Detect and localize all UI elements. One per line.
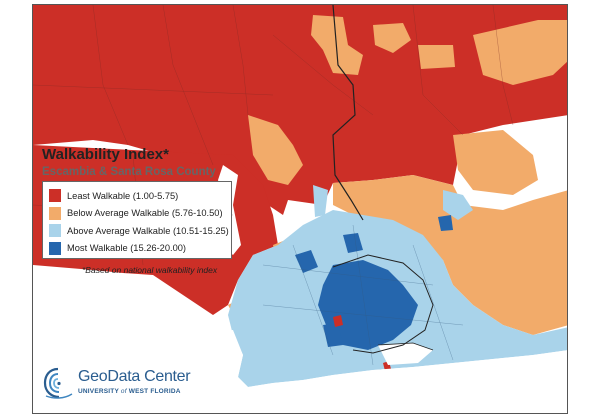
legend-swatch-below (49, 206, 61, 220)
region-above-avg-strip (313, 185, 328, 217)
legend-item-least: Least Walkable (1.00-5.75) (49, 187, 225, 205)
logo-sub-westflorida: WEST FLORIDA (128, 388, 181, 395)
logo-sub-of: of (120, 388, 127, 395)
walkability-map (33, 5, 567, 413)
city-boundary (332, 254, 434, 354)
region-below-avg-south (333, 175, 567, 335)
legend-swatch-most (49, 241, 61, 255)
urban-boundaries (262, 224, 464, 366)
region-below-avg-3 (418, 45, 455, 69)
legend-label-most: Most Walkable (15.26-20.00) (67, 243, 187, 254)
water-gulf (33, 330, 567, 413)
logo-name: GeoData Center (78, 368, 191, 385)
map-title: Walkability Index* (42, 146, 169, 163)
county-boundary (332, 5, 364, 221)
region-above-avg-north (443, 190, 473, 220)
geodata-logo: GeoData Center UNIVERSITY of WEST FLORID… (42, 366, 192, 402)
region-most-walkable-2 (295, 250, 318, 273)
legend-swatch-least (49, 189, 61, 203)
map-subtitle: Escambia & Santa Rosa County (42, 166, 216, 178)
coast-boundary (377, 342, 434, 351)
region-below-avg-4 (248, 115, 303, 185)
legend-label-above: Above Average Walkable (10.51-15.25) (67, 225, 229, 236)
logo-sub-university: UNIVERSITY (78, 388, 119, 395)
shell-spiral-icon (43, 367, 73, 399)
logo-subtitle: UNIVERSITY of WEST FLORIDA (78, 388, 181, 395)
region-below-avg-6 (453, 130, 538, 195)
legend-swatch-above (49, 224, 61, 238)
legend-label-below: Below Average Walkable (5.76-10.50) (67, 208, 223, 219)
region-below-avg-1 (311, 15, 363, 75)
legend-label-least: Least Walkable (1.00-5.75) (67, 190, 179, 201)
map-frame (32, 4, 568, 414)
region-most-walkable-3 (343, 233, 363, 253)
footnote: *Based on national walkability index (82, 265, 218, 275)
region-most-walkable-4 (438, 215, 453, 231)
legend-item-above: Above Average Walkable (10.51-15.25) (49, 222, 229, 240)
region-least-spot-1 (333, 315, 343, 327)
legend: Least Walkable (1.00-5.75) Below Average… (42, 181, 232, 259)
region-below-avg-5 (473, 20, 567, 85)
region-most-walkable-core (318, 260, 418, 350)
legend-item-below: Below Average Walkable (5.76-10.50) (49, 205, 225, 223)
region-below-avg-2 (373, 23, 411, 53)
legend-item-most: Most Walkable (15.26-20.00) (49, 240, 225, 258)
